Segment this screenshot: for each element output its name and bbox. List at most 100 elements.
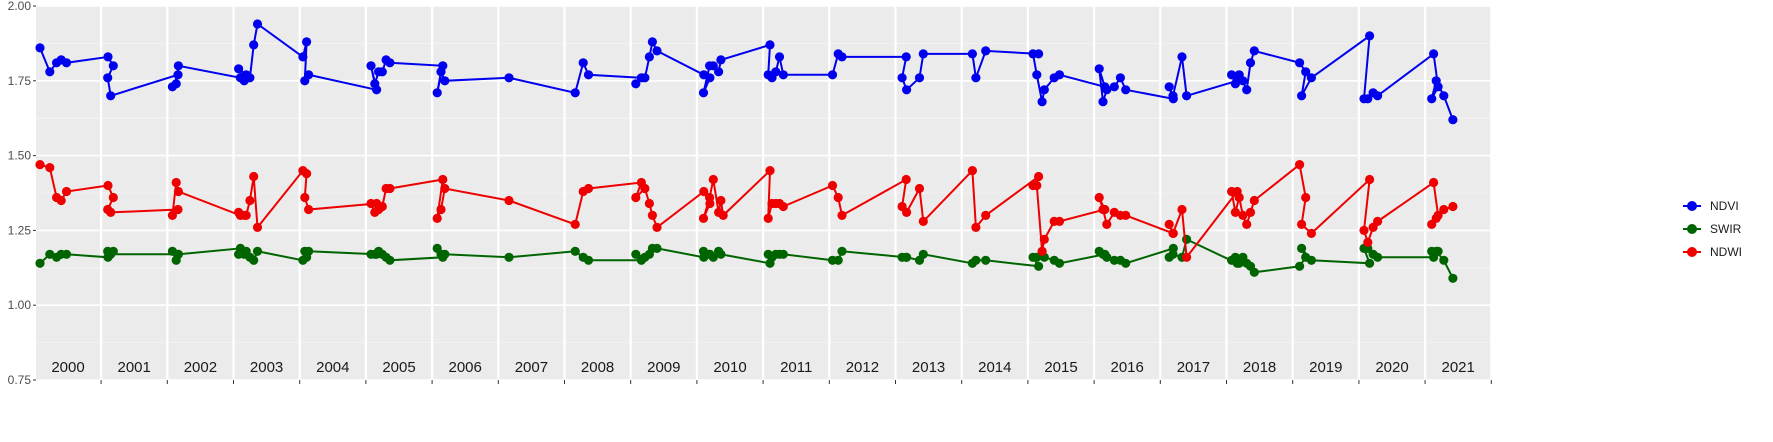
data-point	[1373, 91, 1383, 101]
data-point	[774, 52, 785, 62]
data-point	[298, 52, 308, 62]
x-tick-label: 2015	[1044, 359, 1077, 376]
data-point	[1182, 252, 1192, 262]
legend-label: SWIR	[1710, 222, 1742, 236]
data-point	[1439, 91, 1449, 101]
data-point	[708, 252, 718, 262]
data-point	[45, 163, 55, 173]
data-point	[1439, 204, 1449, 215]
data-point	[647, 210, 658, 220]
data-point	[1234, 192, 1244, 203]
data-point	[1115, 73, 1125, 83]
data-point	[981, 210, 991, 220]
data-point	[631, 192, 641, 203]
data-point	[1094, 192, 1104, 203]
data-point	[570, 88, 580, 98]
data-point	[106, 207, 116, 217]
data-point	[902, 85, 912, 95]
data-point	[249, 171, 259, 182]
data-point	[778, 201, 788, 212]
x-tick-label: 2006	[449, 359, 482, 376]
data-point	[108, 61, 118, 71]
data-point	[245, 195, 255, 206]
data-point	[1102, 252, 1112, 262]
data-point	[385, 183, 395, 194]
x-tick-label: 2021	[1442, 359, 1475, 376]
y-tick-label: 0.75	[8, 373, 32, 387]
data-point	[1034, 171, 1044, 182]
data-point	[440, 249, 450, 259]
data-point	[1054, 258, 1065, 268]
data-point	[1306, 255, 1316, 265]
series-ndvi	[35, 19, 1458, 125]
data-point	[173, 249, 183, 259]
x-tick-label: 2017	[1177, 359, 1210, 376]
data-point	[705, 192, 715, 203]
data-point	[385, 58, 395, 68]
data-point	[1121, 258, 1131, 268]
data-point	[300, 192, 310, 203]
data-point	[1306, 228, 1316, 238]
data-point	[778, 70, 788, 80]
data-point	[241, 210, 251, 220]
data-point	[1121, 210, 1131, 220]
x-axis: 2000 2001 2002 2003 2004 2005 2006 2007 2008 2009…	[51, 359, 1492, 384]
data-point	[644, 198, 655, 209]
x-tick-label: 2009	[647, 359, 680, 376]
y-axis: 0.75 1.00 1.25 1.50 1.75 2.00	[8, 0, 36, 387]
data-point	[765, 166, 775, 176]
x-tick-label: 2019	[1309, 359, 1342, 376]
data-point	[173, 204, 183, 215]
data-point	[1295, 58, 1305, 68]
data-point	[440, 76, 450, 86]
data-point	[366, 61, 376, 71]
data-point	[705, 73, 715, 83]
x-tick-label: 2001	[118, 359, 151, 376]
data-point	[918, 249, 928, 259]
data-point	[708, 61, 718, 71]
data-point	[981, 255, 991, 265]
y-tick-label: 1.25	[8, 223, 32, 237]
data-point	[1182, 234, 1192, 244]
data-point	[304, 204, 314, 215]
data-point	[1034, 261, 1044, 271]
data-point	[652, 222, 662, 232]
x-tick-label: 2005	[382, 359, 415, 376]
data-point	[765, 40, 775, 50]
data-point	[304, 246, 314, 256]
data-point	[1297, 219, 1307, 229]
data-point	[708, 174, 718, 185]
data-point	[1431, 213, 1441, 223]
data-point	[837, 246, 847, 256]
data-point	[652, 46, 662, 56]
data-point	[1177, 204, 1187, 215]
data-point	[103, 52, 113, 62]
data-point	[578, 58, 588, 68]
data-point	[714, 67, 724, 77]
x-tick-label: 2002	[184, 359, 217, 376]
data-point	[103, 73, 113, 83]
series-swir	[35, 234, 1458, 283]
data-point	[504, 195, 514, 206]
data-point	[304, 70, 314, 80]
data-point	[716, 195, 726, 206]
series-ndwi	[35, 160, 1458, 262]
data-point	[1429, 49, 1439, 59]
data-point	[302, 169, 312, 179]
data-point	[366, 198, 376, 209]
data-point	[438, 174, 448, 185]
data-point	[45, 67, 55, 77]
data-point	[1168, 91, 1178, 101]
data-point	[440, 183, 450, 194]
data-point	[1102, 219, 1112, 229]
data-point	[1182, 91, 1192, 101]
x-tick-label: 2013	[912, 359, 945, 376]
y-tick-label: 2.00	[8, 0, 32, 13]
legend-item-ndwi: NDWI	[1683, 245, 1742, 259]
data-point	[640, 73, 650, 83]
data-point	[901, 174, 911, 185]
data-point	[302, 37, 312, 47]
data-point	[35, 43, 45, 53]
data-point	[1238, 76, 1248, 86]
